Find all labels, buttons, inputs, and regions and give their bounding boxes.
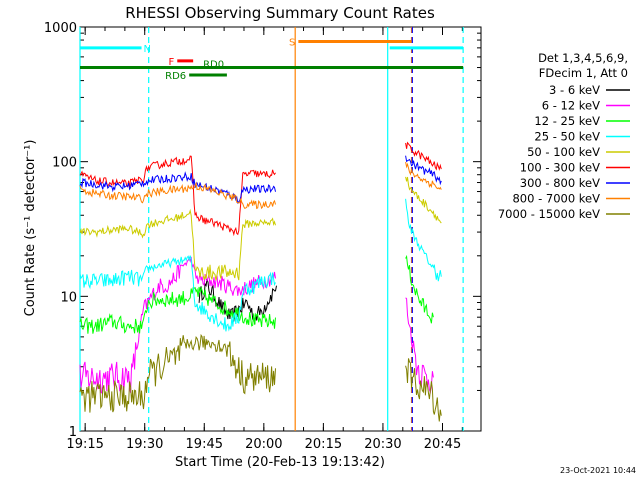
x-tick-label: 19:45 bbox=[186, 437, 223, 452]
series-line-100-300-kev bbox=[79, 155, 276, 237]
x-tick-label: 20:45 bbox=[424, 437, 461, 452]
legend-label-25-50-kev: 25 - 50 keV bbox=[534, 130, 600, 144]
legend-label-7000-15000-kev: 7000 - 15000 keV bbox=[498, 207, 600, 221]
series-line-300-800-kev bbox=[79, 171, 276, 205]
legend-label-3-6-kev: 3 - 6 keV bbox=[549, 83, 600, 97]
x-tick-label: 20:15 bbox=[305, 437, 342, 452]
series-line-25-50-kev bbox=[79, 255, 276, 332]
legend-label-12-25-kev: 12 - 25 keV bbox=[534, 114, 600, 128]
plot-area: 1 10 100 1000 19:15 19:30 19:45 20:00 20:15 20:30… bbox=[44, 21, 482, 452]
series-line-800-7000-kev bbox=[79, 181, 276, 210]
series-line-800-7000-kev bbox=[405, 161, 442, 190]
series-line-300-800-kev bbox=[405, 155, 442, 186]
flag-label-s: S bbox=[289, 38, 295, 49]
flag-label-rd0: RD0 bbox=[203, 60, 224, 71]
series-line-7000-15000-kev bbox=[405, 358, 442, 422]
x-tick-label: 20:00 bbox=[245, 437, 282, 452]
legend-header-line-2: FDecim 1, Att 0 bbox=[539, 66, 628, 80]
series-line-6-12-kev bbox=[79, 256, 276, 395]
chart-title: RHESSI Observing Summary Count Rates bbox=[125, 4, 435, 22]
series-line-50-100-kev bbox=[405, 176, 442, 224]
x-tick-label: 20:30 bbox=[364, 437, 401, 452]
x-tick-label: 19:30 bbox=[126, 437, 163, 452]
series-line-12-25-kev bbox=[405, 254, 434, 324]
series-line-7000-15000-kev bbox=[79, 333, 276, 413]
series-line-3-6-kev bbox=[198, 278, 277, 325]
legend-label-6-12-kev: 6 - 12 keV bbox=[542, 99, 600, 113]
legend-label-50-100-kev: 50 - 100 keV bbox=[527, 145, 600, 159]
flag-label-rd6: RD6 bbox=[165, 71, 186, 82]
flag-label-n: N bbox=[144, 44, 151, 55]
legend-label-100-300-kev: 100 - 300 keV bbox=[520, 161, 600, 175]
series-line-25-50-kev bbox=[405, 198, 442, 282]
series-line-100-300-kev bbox=[405, 141, 442, 171]
series-line-6-12-kev bbox=[405, 297, 434, 394]
x-axis-label: Start Time (20-Feb-13 19:13:42) bbox=[175, 455, 385, 470]
y-tick-label: 1 bbox=[69, 425, 77, 440]
legend-header-line-1: Det 1,3,4,5,6,9, bbox=[538, 51, 628, 65]
x-tick-label: 19:15 bbox=[66, 437, 103, 452]
y-tick-label: 100 bbox=[52, 156, 77, 171]
series-line-50-100-kev bbox=[79, 208, 276, 281]
y-tick-label: 1000 bbox=[44, 21, 77, 36]
series-line-12-25-kev bbox=[79, 286, 276, 334]
y-tick-label: 10 bbox=[60, 290, 77, 305]
legend-label-800-7000-kev: 800 - 7000 keV bbox=[512, 192, 600, 206]
y-axis-label: Count Rate (s⁻¹ detector⁻¹) bbox=[23, 140, 38, 317]
flag-label-f: F bbox=[169, 57, 175, 68]
legend-label-300-800-kev: 300 - 800 keV bbox=[520, 176, 600, 190]
timestamp: 23-Oct-2021 10:44 bbox=[560, 466, 636, 475]
